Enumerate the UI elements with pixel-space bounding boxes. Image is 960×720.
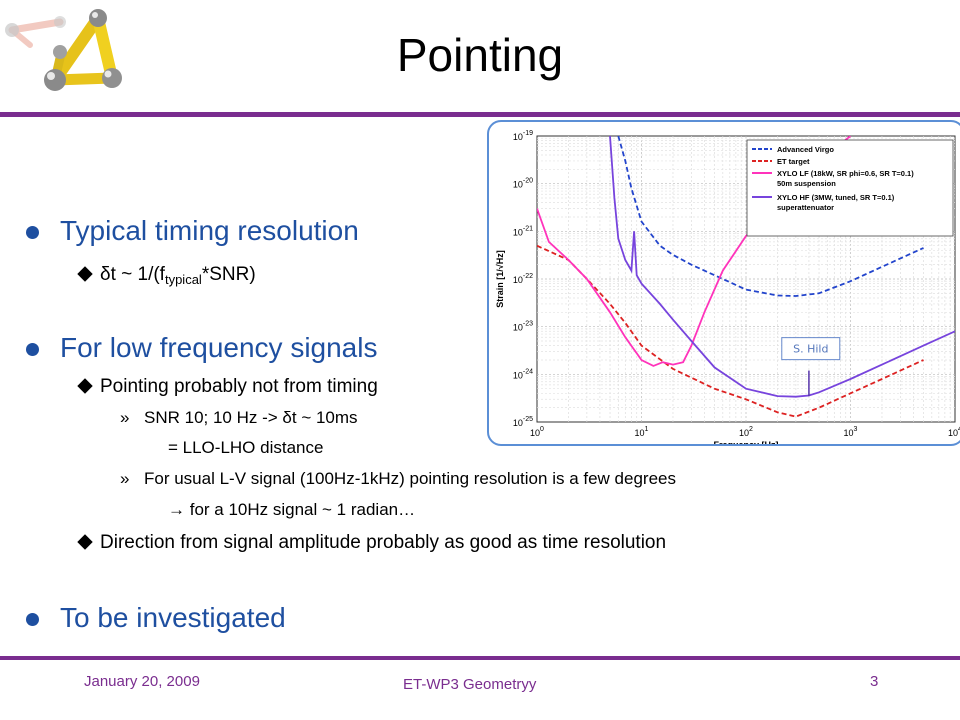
diamond-bullet-icon	[77, 378, 93, 394]
annotation-label: S. Hild	[793, 343, 828, 356]
legend-label-2: ET target	[777, 157, 810, 166]
legend-box	[746, 139, 954, 237]
sub-bullet-direction-amplitude: Direction from signal amplitude probably…	[77, 532, 666, 554]
legend-label-4: XYLO HF (3MW, tuned, SR T=0.1)	[777, 193, 895, 202]
sub-sub-bullet-lv-signal: » For usual L-V signal (100Hz-1kHz) point…	[120, 469, 676, 488]
legend-label-3: XYLO LF (18kW, SR phi=0.6, SR T=0.1)	[777, 169, 914, 178]
sub-sub-bullet-lv-signal-cont: → for a 10Hz signal ~ 1 radian…	[168, 500, 416, 519]
x-axis-label: Frequency [Hz]	[713, 440, 778, 444]
molecule-model-icon	[5, 9, 122, 91]
sub-bullet-pointing-timing: Pointing probably not from timing	[77, 376, 378, 398]
series-line-4	[609, 136, 955, 398]
legend-label-1: Advanced Virgo	[777, 145, 834, 154]
series-line-1	[617, 136, 924, 297]
y-tick-label: 10-20	[513, 178, 533, 190]
x-tick-label: 101	[635, 426, 649, 438]
series-line-2	[537, 244, 924, 418]
sub-sub-bullet-snr-cont: = LLO-LHO distance	[168, 438, 324, 457]
bullet-dot-icon	[26, 613, 39, 626]
bottom-divider	[0, 656, 960, 660]
bullet-dot-icon	[26, 226, 39, 239]
x-tick-label: 104	[948, 426, 960, 438]
bullet-timing-resolution: Typical timing resolution	[26, 215, 359, 247]
bullet-to-be-investigated: To be investigated	[26, 602, 286, 634]
diamond-bullet-icon	[77, 534, 93, 550]
page-number: 3	[870, 673, 879, 690]
y-axis-label: Strain [1/√Hz]	[495, 250, 505, 307]
chevron-bullet-icon: »	[120, 408, 130, 427]
y-tick-label: 10-23	[513, 321, 533, 333]
sensitivity-chart-frame: 10-19 10-20 10-21 10-22 10-23 10-24 10-25 100 10…	[487, 120, 960, 446]
sub-sub-bullet-snr: » SNR 10; 10 Hz -> δt ~ 10ms	[120, 408, 358, 427]
legend-label-4: superattenuator	[777, 203, 834, 212]
sub-bullet-formula: δt ~ 1/(ftypical*SNR)	[77, 264, 256, 287]
y-tick-label: 10-24	[513, 368, 533, 380]
y-tick-label: 10-19	[513, 130, 533, 142]
footer-date: January 20, 2009	[84, 673, 200, 690]
y-tick-label: 10-22	[513, 273, 533, 285]
slide-title: Pointing	[396, 29, 564, 81]
bullet-dot-icon	[26, 343, 39, 356]
footer-center-text: ET-WP3 Geometryy	[403, 676, 537, 693]
legend-label-3: 50m suspension	[777, 179, 836, 188]
y-tick-label: 10-25	[513, 416, 533, 428]
bullet-low-frequency: For low frequency signals	[26, 332, 378, 364]
diamond-bullet-icon	[77, 266, 93, 282]
bullet-text: To be investigated	[60, 602, 286, 633]
x-tick-label: 102	[739, 426, 753, 438]
chevron-bullet-icon: »	[120, 469, 130, 488]
y-tick-label: 10-21	[513, 225, 533, 237]
x-tick-label: 103	[844, 426, 858, 438]
bullet-text: Typical timing resolution	[60, 215, 359, 246]
bullet-text: For low frequency signals	[60, 332, 378, 363]
annotation-box	[781, 337, 841, 361]
top-divider	[0, 112, 960, 117]
x-tick-label: 100	[530, 426, 544, 438]
